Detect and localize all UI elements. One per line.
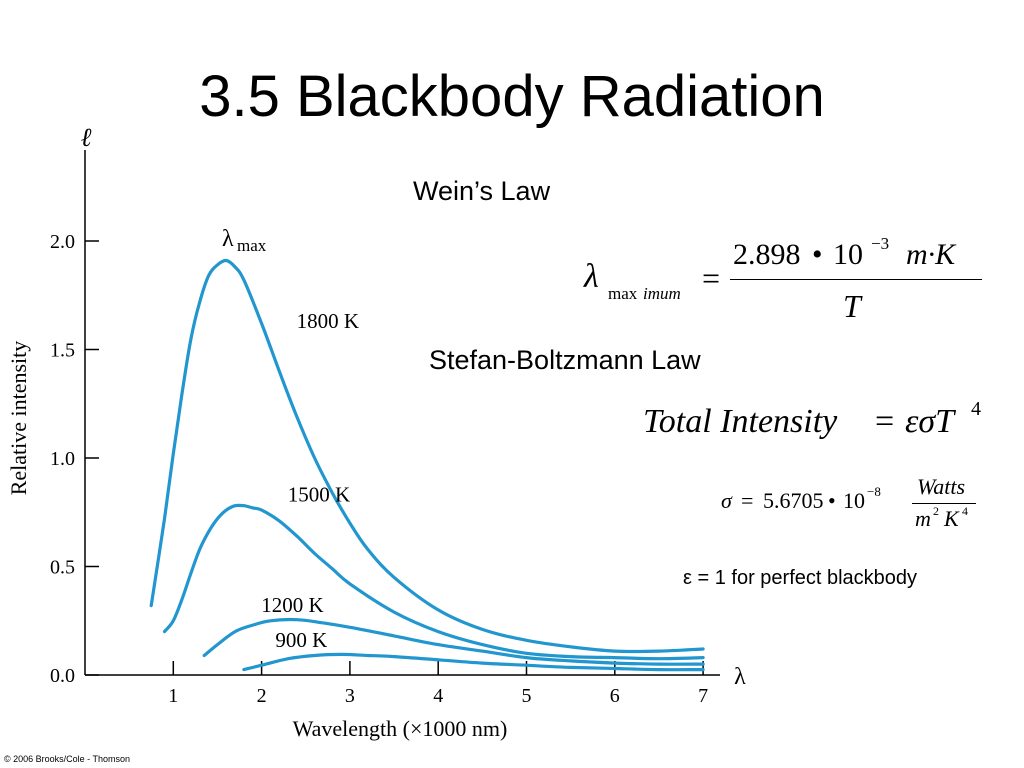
wien-law-heading: Wein’s Law <box>413 176 551 206</box>
peak-label-max: max <box>237 236 267 255</box>
y-tick-label: 1.5 <box>50 340 75 362</box>
y-tick-label: 2.0 <box>50 231 75 253</box>
sigma-base: 10 <box>843 488 865 513</box>
wien-numerator-exponent: −3 <box>871 234 890 253</box>
sigma-symbol: σ <box>721 488 732 513</box>
slide-title: 3.5 Blackbody Radiation <box>199 64 825 129</box>
sigma-equals: = <box>741 488 754 513</box>
sigma-value: 5.6705 <box>763 488 824 513</box>
chart-axes: 0.0 0.5 1.0 1.5 2.0 1 2 3 4 5 6 7 <box>50 150 720 707</box>
curve-900k <box>242 652 705 672</box>
sigma-units-bar <box>912 503 976 504</box>
y-tick-label: 1.0 <box>50 448 75 470</box>
curve-1800k <box>149 258 705 654</box>
sigma-units-m-exponent: 2 <box>933 504 939 518</box>
y-axis-title: Relative intensity <box>6 341 31 496</box>
series-label-900k: 900 K <box>275 628 327 652</box>
sigma-units-m: m <box>915 506 931 531</box>
series-label-1500k: 1500 K <box>288 482 350 506</box>
stefan-equation-rhs: εσT <box>905 403 955 440</box>
x-tick-label: 1 <box>168 685 178 707</box>
series-label-1800k: 1800 K <box>297 309 359 333</box>
x-axis-title: Wavelength (×1000 nm) <box>293 716 508 741</box>
stefan-equation-exponent: 4 <box>971 398 981 420</box>
x-axis-symbol: λ <box>734 664 746 690</box>
wien-lambda-symbol: λ <box>584 258 599 295</box>
x-tick-label: 6 <box>610 685 620 707</box>
wien-equals: = <box>702 260 721 296</box>
x-tick-label: 3 <box>345 685 355 707</box>
sigma-dot: • <box>828 488 836 513</box>
curve-1500k <box>162 503 705 661</box>
y-axis-symbol: ℓ <box>81 123 92 152</box>
curve-1200k <box>202 617 705 666</box>
series-label-1200k: 1200 K <box>261 593 323 617</box>
x-tick-label: 4 <box>433 685 443 707</box>
stefan-equation-equals: = <box>875 403 895 440</box>
chart-curves <box>149 258 705 672</box>
sigma-units-numerator: Watts <box>917 474 966 499</box>
y-tick-label: 0.5 <box>50 557 75 579</box>
y-tick-label: 0.0 <box>50 665 75 687</box>
wien-numerator-base: 10 <box>833 238 863 271</box>
wien-numerator-units: m·K <box>906 238 956 271</box>
x-tick-label: 2 <box>257 685 267 707</box>
stefan-boltzmann-heading: Stefan-Boltzmann Law <box>429 345 701 375</box>
copyright-notice: © 2006 Brooks/Cole - Thomson <box>4 754 131 764</box>
wien-numerator-coeff: 2.898 <box>733 238 801 271</box>
sigma-exponent: −8 <box>867 484 881 499</box>
wien-denominator: T <box>843 288 861 324</box>
peak-label-lambda: λ <box>222 226 234 252</box>
sigma-units-K-exponent: 4 <box>962 504 968 518</box>
wien-subscript-max: max <box>608 284 638 303</box>
wien-fraction-bar <box>730 279 982 280</box>
chart-labels: Wavelength (×1000 nm) Relative intensity λ… <box>6 123 746 741</box>
x-tick-label: 5 <box>522 685 532 707</box>
wien-subscript-imum: imum <box>643 284 681 303</box>
x-tick-label: 7 <box>698 685 708 707</box>
wien-numerator-dot: • <box>812 238 823 271</box>
sigma-units-K: K <box>944 506 959 531</box>
emissivity-note: ε = 1 for perfect blackbody <box>683 567 918 589</box>
stefan-equation-lhs: Total Intensity <box>643 403 838 440</box>
